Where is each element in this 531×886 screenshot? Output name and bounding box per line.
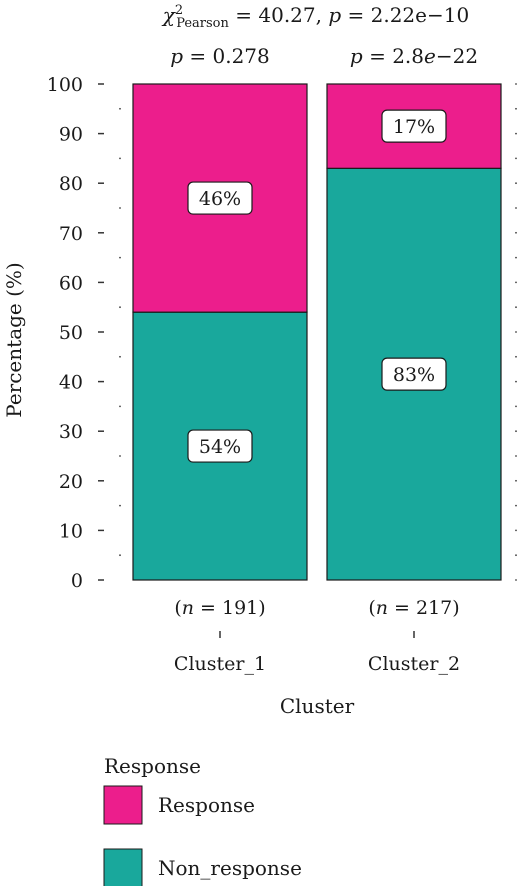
chi-symbol: χ [161, 3, 177, 27]
x-axis-title: Cluster [280, 694, 355, 718]
y-minor-dot [119, 207, 121, 209]
y-tick-label: 10 [59, 520, 83, 542]
y-minor-dot [119, 355, 121, 358]
bar-value-label-box [187, 429, 253, 463]
category-p-value: p = 0.278 [170, 44, 270, 68]
bar-value-label-text: 83% [393, 364, 435, 386]
right-minor-dot [515, 256, 517, 259]
right-minor-dot [515, 107, 517, 110]
y-minor-dot [119, 455, 121, 457]
bar-value-label-text: 46% [199, 188, 241, 210]
bar-value-label: 83% [381, 357, 447, 391]
y-tick-label: 100 [47, 74, 83, 96]
y-axis: 0 10 20 30 40 50 60 70 80 90 100 [47, 74, 517, 592]
legend-title: Response [104, 754, 201, 778]
right-minor-dot [515, 554, 517, 557]
bar-value-label-box [381, 109, 447, 143]
right-minor-dot [515, 430, 517, 433]
y-axis-title: Percentage (%) [2, 262, 26, 417]
right-minor-dot [515, 132, 517, 135]
y-minor-dot [119, 157, 121, 160]
right-minor-dot [515, 281, 517, 284]
bar-value-label-text: 54% [199, 436, 241, 458]
bar-labels: 54% 46% 83% 17% [187, 109, 447, 463]
x-axis: (n = 191) (n = 217) Cluster_1 Cluster_2 [174, 597, 460, 675]
y-tick-label: 60 [59, 272, 83, 294]
right-minor-dot [515, 455, 517, 457]
y-minor-dot [119, 504, 121, 507]
category-n-count: (n = 191) [174, 597, 265, 619]
y-minor-dot [119, 107, 121, 110]
bar-value-label: 46% [187, 181, 253, 215]
right-minor-dot [515, 380, 517, 383]
right-minor-dot [515, 207, 517, 209]
chi-subscript: Pearson [176, 16, 229, 31]
chi-value: = 40.27, [229, 3, 328, 27]
y-minor-dot [119, 306, 121, 309]
y-minor-dot [119, 554, 121, 557]
y-tick-label: 50 [59, 322, 83, 344]
y-tick-label: 90 [59, 124, 83, 146]
legend-label-response: Response [158, 793, 255, 817]
p-value: = 2.22e−10 [341, 3, 469, 27]
y-tick-label: 40 [59, 372, 83, 394]
y-tick-label: 30 [59, 421, 83, 443]
category-n-count: (n = 217) [368, 597, 459, 619]
y-tick-label: 80 [59, 173, 83, 195]
right-minor-dot [515, 579, 517, 581]
chi-superscript: 2 [175, 3, 183, 18]
category-stats: p = 0.278 p = 2.8e−22 [170, 44, 478, 68]
right-minor-dot [515, 331, 517, 333]
chart-title-statistics: χ2 Pearson = 40.27, p = 2.22e−10 [161, 3, 469, 31]
y-tick-label: 70 [59, 223, 83, 245]
y-minor-dot [119, 256, 121, 259]
bar-value-label-box [381, 357, 447, 391]
bar-value-label-text: 17% [393, 116, 435, 138]
right-minor-dot [515, 529, 517, 532]
bar-value-label-box [187, 181, 253, 215]
right-minor-dot [515, 479, 517, 482]
y-minor-dot [119, 405, 121, 408]
bar-value-label: 17% [381, 109, 447, 143]
category-p-value: p = 2.8e−22 [350, 44, 478, 68]
right-minor-dot [515, 182, 517, 185]
legend: Response Response Non_response [103, 754, 302, 886]
y-tick-label: 20 [59, 471, 83, 493]
p-symbol: p [328, 3, 341, 27]
bars [132, 83, 502, 581]
legend-swatch-response [103, 785, 143, 825]
right-minor-dot [515, 231, 517, 234]
bar-value-label: 54% [187, 429, 253, 463]
y-tick-label: 0 [71, 570, 83, 592]
right-minor-dot [515, 504, 517, 507]
x-tick-label: Cluster_2 [368, 653, 460, 675]
right-minor-dot [515, 405, 517, 408]
right-minor-dot [515, 83, 517, 85]
right-minor-dot [515, 306, 517, 309]
legend-swatch-non-response [103, 848, 143, 886]
right-minor-dot [515, 355, 517, 358]
legend-label-non-response: Non_response [158, 856, 302, 880]
x-tick-label: Cluster_1 [174, 653, 266, 675]
right-minor-dot [515, 157, 517, 160]
